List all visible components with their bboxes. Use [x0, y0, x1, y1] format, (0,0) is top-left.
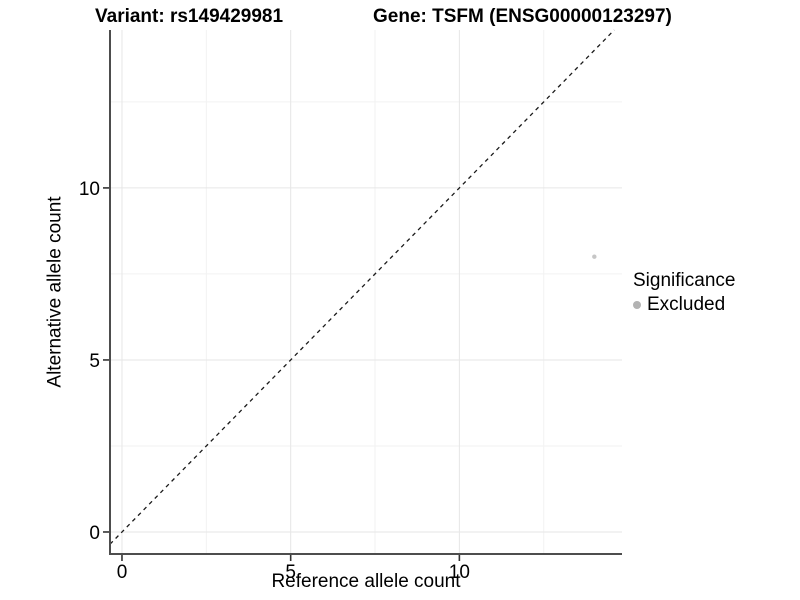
legend-entry-excluded: Excluded: [633, 293, 735, 316]
x-tick-label: 10: [449, 562, 470, 583]
x-axis-title: Reference allele count: [271, 571, 461, 592]
y-tick-label: 10: [79, 179, 100, 200]
y-tick-label: 5: [89, 351, 100, 372]
identity-dashed-line: [109, 29, 615, 545]
data-point: [592, 254, 597, 259]
legend-entry-label: Excluded: [647, 293, 726, 315]
legend-point-icon: [633, 301, 641, 310]
y-axis-title-box: Alternative allele count: [44, 30, 68, 554]
x-tick-label: 0: [117, 562, 128, 583]
y-tick-label: 0: [89, 523, 100, 544]
plot-title-variant: Variant: rs149429981: [95, 6, 284, 27]
y-axis-title: Alternative allele count: [45, 196, 67, 388]
legend: Significance Excluded: [633, 270, 736, 316]
legend-title: Significance: [633, 270, 736, 291]
x-tick-label: 5: [285, 562, 296, 583]
plot-title-gene: Gene: TSFM (ENSG00000123297): [373, 6, 672, 27]
